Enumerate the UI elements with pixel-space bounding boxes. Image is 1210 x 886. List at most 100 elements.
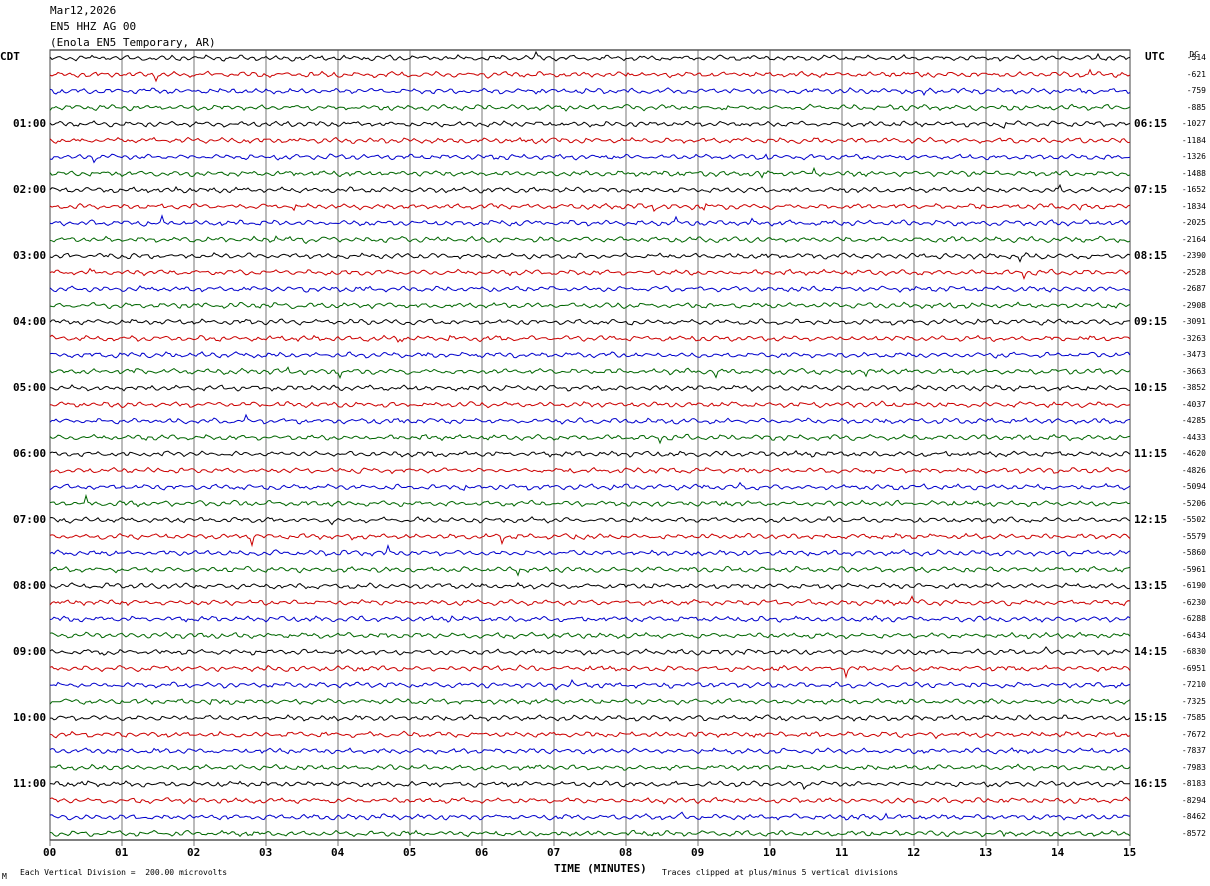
dc-offset-label: -6434 (1181, 630, 1206, 640)
trace-row-40 (49, 698, 1131, 706)
dc-offset-label: -8572 (1181, 828, 1206, 838)
dc-offset-label: -3263 (1181, 333, 1206, 343)
left-time-label: 10:00 (13, 711, 47, 724)
right-time-label: 13:15 (1134, 579, 1168, 592)
left-timezone-label: CDT (0, 50, 20, 63)
right-timezone-label: UTC (1145, 50, 1165, 63)
scale-note: Each Vertical Division = 200.00 microvol… (20, 868, 228, 877)
trace-row-25 (49, 449, 1131, 458)
trace-row-15 (49, 285, 1131, 293)
dc-offset-label: -1326 (1181, 152, 1206, 161)
trace-row-1 (49, 50, 1131, 62)
x-tick-label-15: 15 (1123, 846, 1137, 859)
dc-offset-label: -1184 (1181, 135, 1206, 145)
trace-row-24 (49, 433, 1131, 445)
trace-row-39 (49, 679, 1131, 691)
dc-offset-label: -8183 (1181, 779, 1206, 788)
right-time-label: 06:15 (1134, 117, 1168, 130)
trace-row-44 (49, 763, 1131, 772)
x-tick-label-05: 05 (403, 846, 417, 859)
dc-offset-label: -759 (1186, 86, 1206, 95)
dc-offset-label: -1027 (1181, 119, 1206, 128)
trace-row-2 (49, 68, 1131, 83)
dc-offset-label: -4433 (1181, 432, 1206, 442)
right-time-label: 07:15 (1134, 183, 1168, 196)
dc-offset-label: -6190 (1181, 581, 1206, 590)
x-tick-label-11: 11 (835, 846, 849, 859)
trace-row-28 (49, 493, 1131, 508)
trace-row-16 (49, 301, 1131, 310)
dc-offset-label: -621 (1186, 69, 1206, 79)
trace-row-8 (49, 166, 1131, 179)
dc-offset-label: -7672 (1181, 729, 1206, 739)
dc-offset-label: -4285 (1181, 416, 1206, 425)
x-tick-label-13: 13 (979, 846, 993, 859)
trace-row-10 (49, 202, 1131, 213)
dc-offset-label: -5961 (1181, 564, 1206, 574)
x-tick-label-09: 09 (691, 846, 705, 859)
channel-label: EN5 HHZ AG 00 (50, 20, 137, 33)
dc-offset-label: -5206 (1181, 498, 1206, 508)
trace-row-38 (49, 664, 1131, 679)
clip-note: Traces clipped at plus/minus 5 vertical … (662, 868, 899, 877)
trace-row-12 (49, 235, 1131, 245)
left-time-label: 07:00 (13, 513, 47, 526)
dc-offset-label: -4037 (1181, 399, 1206, 409)
dc-offset-label: -3663 (1181, 366, 1206, 376)
left-time-label: 04:00 (13, 315, 47, 328)
right-time-label: 12:15 (1134, 513, 1168, 526)
x-tick-label-01: 01 (115, 846, 129, 859)
trace-row-19 (49, 351, 1131, 359)
trace-row-35 (49, 615, 1131, 623)
dc-offset-label: -7210 (1181, 680, 1206, 689)
dc-offset-label: -5579 (1181, 531, 1206, 541)
trace-row-22 (49, 400, 1131, 409)
dc-offset-label: -1834 (1181, 201, 1206, 211)
x-tick-label-08: 08 (619, 846, 633, 859)
trace-row-45 (49, 780, 1131, 791)
left-time-label: 05:00 (13, 381, 47, 394)
trace-row-14 (49, 267, 1131, 281)
dc-offset-label: -2390 (1181, 251, 1206, 260)
right-time-label: 11:15 (1134, 447, 1168, 460)
dc-offset-label: -5502 (1181, 515, 1206, 524)
x-tick-label-02: 02 (187, 846, 201, 859)
right-time-label: 16:15 (1134, 777, 1168, 790)
x-tick-label-14: 14 (1051, 846, 1065, 859)
dc-offset-label: -885 (1186, 102, 1206, 112)
trace-row-30 (49, 532, 1131, 548)
trace-row-41 (50, 714, 1131, 722)
dc-offset-label: -2025 (1181, 218, 1206, 227)
right-time-label: 08:15 (1134, 249, 1168, 262)
trace-row-23 (49, 413, 1131, 425)
dc-offset-label: -5094 (1181, 482, 1206, 491)
dc-offset-label: -3091 (1181, 317, 1206, 326)
dc-offset-label: -5860 (1181, 548, 1206, 557)
dc-offset-label: -3852 (1181, 383, 1206, 392)
x-tick-label-06: 06 (475, 846, 489, 859)
x-tick-label-03: 03 (259, 846, 273, 859)
dc-offset-label: -2687 (1181, 284, 1206, 293)
dc-offset-label: -6288 (1181, 614, 1206, 623)
left-time-label: 11:00 (13, 777, 47, 790)
trace-row-27 (49, 481, 1131, 491)
dc-offset-label: -7837 (1181, 746, 1206, 755)
trace-row-18 (49, 334, 1131, 343)
plot-date: Mar12,2026 (50, 4, 117, 17)
trace-row-48 (49, 829, 1131, 838)
right-time-label: 10:15 (1134, 381, 1168, 394)
left-time-label: 06:00 (13, 447, 47, 460)
plot-frame (49, 49, 1131, 841)
x-axis-title: TIME (MINUTES) (554, 862, 647, 875)
dc-offset-label: -2528 (1181, 267, 1206, 277)
x-tick-label-12: 12 (907, 846, 921, 859)
dc-offset-label: -7325 (1181, 696, 1206, 706)
trace-row-5 (49, 120, 1131, 129)
dc-offset-label: -8294 (1181, 795, 1206, 805)
trace-row-42 (49, 730, 1131, 740)
trace-row-13 (49, 252, 1131, 263)
left-time-label: 02:00 (13, 183, 47, 196)
x-tick-label-00: 00 (43, 846, 57, 859)
right-time-label: 09:15 (1134, 315, 1168, 328)
